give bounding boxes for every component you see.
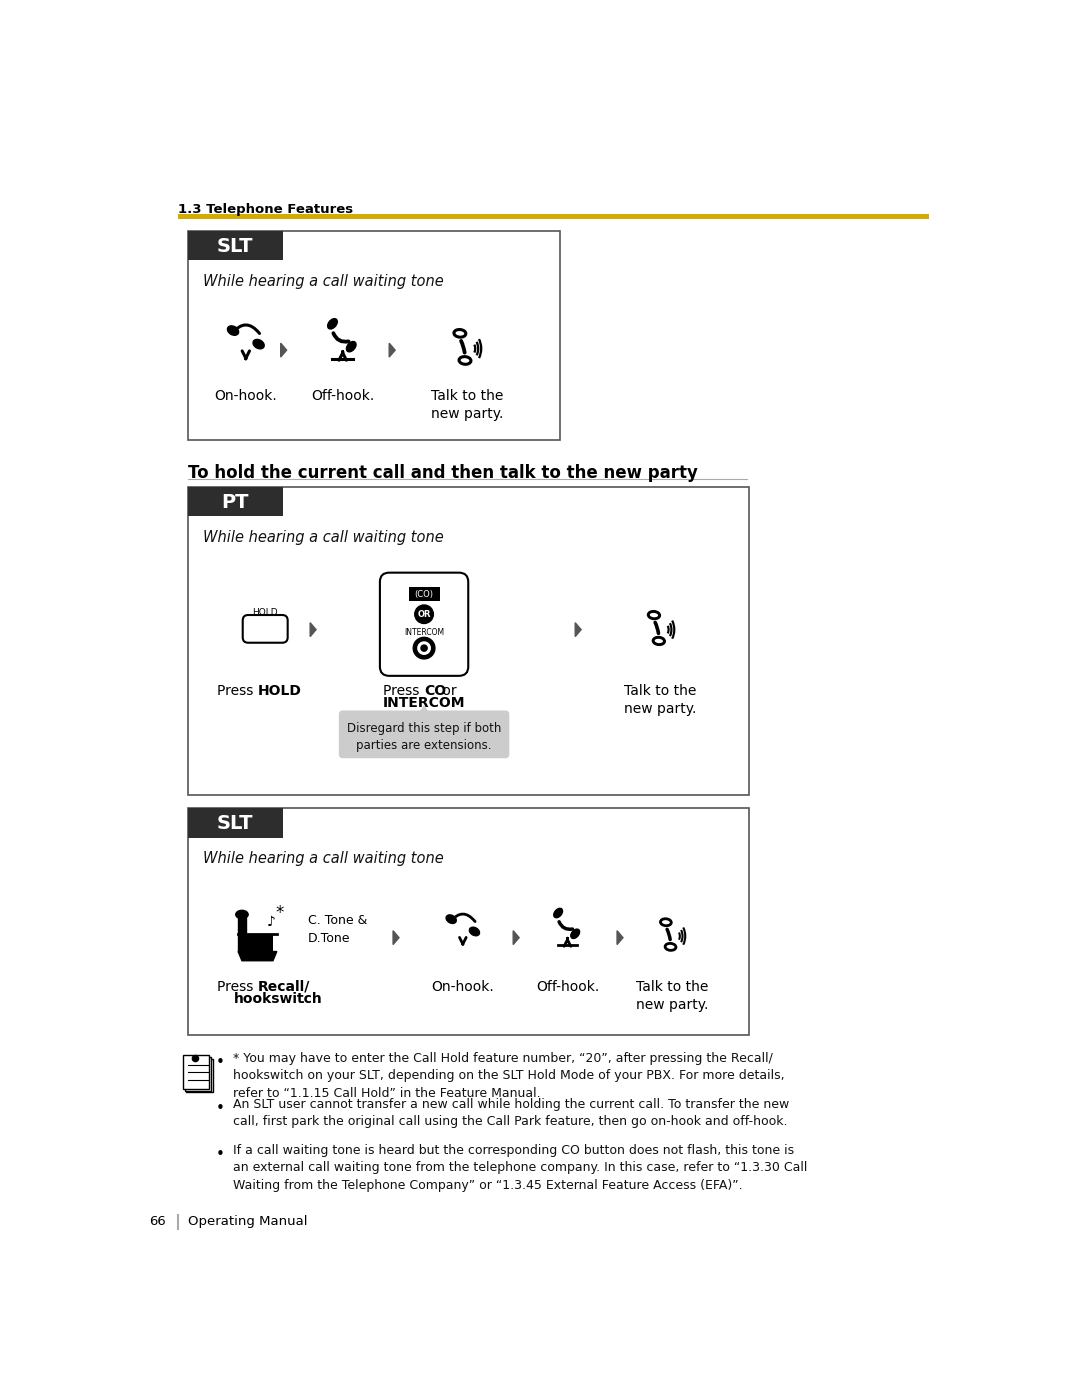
Bar <box>186 1059 213 1092</box>
Text: To hold the current call and then talk to the new party: To hold the current call and then talk t… <box>188 464 698 482</box>
Bar <box>188 231 283 260</box>
Text: •: • <box>216 1101 225 1116</box>
Text: PT: PT <box>221 493 249 513</box>
Text: Off-hook.: Off-hook. <box>311 388 375 402</box>
Ellipse shape <box>235 911 248 919</box>
Bar <box>408 587 440 601</box>
Bar <box>188 231 559 440</box>
Ellipse shape <box>446 915 456 923</box>
Circle shape <box>421 645 428 651</box>
Text: or: or <box>438 683 457 697</box>
Text: ♪: ♪ <box>267 915 275 929</box>
Polygon shape <box>310 623 316 637</box>
Ellipse shape <box>253 339 265 349</box>
Ellipse shape <box>228 326 239 335</box>
Circle shape <box>415 605 433 623</box>
Polygon shape <box>576 623 581 637</box>
Polygon shape <box>393 930 399 944</box>
Text: SLT: SLT <box>217 814 254 833</box>
Text: .: . <box>284 683 289 697</box>
Ellipse shape <box>470 928 480 936</box>
Text: .: . <box>301 992 306 1006</box>
Polygon shape <box>238 951 276 961</box>
Polygon shape <box>617 930 623 944</box>
Text: INTERCOM: INTERCOM <box>382 696 465 710</box>
Polygon shape <box>513 930 519 944</box>
Text: While hearing a call waiting tone: While hearing a call waiting tone <box>203 851 444 866</box>
Text: If a call waiting tone is heard but the corresponding CO button does not flash, : If a call waiting tone is heard but the … <box>232 1144 807 1192</box>
FancyArrowPatch shape <box>450 914 475 922</box>
Bar <box>177 214 930 219</box>
Ellipse shape <box>192 1056 199 1062</box>
Text: Recall/: Recall/ <box>257 979 310 995</box>
Bar <box>188 809 283 838</box>
Text: On-hook.: On-hook. <box>431 979 495 995</box>
Text: On-hook.: On-hook. <box>215 388 278 402</box>
Text: Off-hook.: Off-hook. <box>536 979 599 995</box>
Text: SLT: SLT <box>217 236 254 256</box>
Text: HOLD: HOLD <box>257 683 301 697</box>
Text: (CO): (CO) <box>415 590 433 599</box>
Text: * You may have to enter the Call Hold feature number, “20”, after pressing the R: * You may have to enter the Call Hold fe… <box>232 1052 784 1099</box>
Ellipse shape <box>571 929 580 939</box>
Bar <box>183 1056 210 1090</box>
FancyArrowPatch shape <box>461 341 464 352</box>
Text: OR: OR <box>417 609 431 619</box>
Text: Talk to the
new party.: Talk to the new party. <box>636 979 708 1013</box>
Text: An SLT user cannot transfer a new call while holding the current call. To transf: An SLT user cannot transfer a new call w… <box>232 1098 788 1129</box>
Text: hookswitch: hookswitch <box>234 992 323 1006</box>
Text: •: • <box>216 1055 225 1070</box>
Text: 66: 66 <box>149 1215 166 1228</box>
Text: Press: Press <box>217 979 257 995</box>
Text: 1.3 Telephone Features: 1.3 Telephone Features <box>177 203 353 217</box>
Ellipse shape <box>347 341 356 352</box>
Text: Disregard this step if both
parties are extensions.: Disregard this step if both parties are … <box>347 722 501 752</box>
Circle shape <box>414 637 435 659</box>
FancyBboxPatch shape <box>339 711 510 759</box>
Text: Press: Press <box>217 683 257 697</box>
Polygon shape <box>418 705 430 714</box>
Text: HOLD: HOLD <box>253 608 278 617</box>
Text: •: • <box>216 1147 225 1162</box>
Text: *: * <box>275 904 283 922</box>
Bar <box>242 933 273 951</box>
Text: Press: Press <box>383 683 424 697</box>
Text: C. Tone &
D.Tone: C. Tone & D.Tone <box>308 915 367 946</box>
Ellipse shape <box>554 908 563 918</box>
Text: INTERCOM: INTERCOM <box>404 629 444 637</box>
Text: Operating Manual: Operating Manual <box>188 1215 307 1228</box>
Text: While hearing a call waiting tone: While hearing a call waiting tone <box>203 274 444 289</box>
FancyArrowPatch shape <box>334 334 349 342</box>
Polygon shape <box>238 918 246 951</box>
FancyArrowPatch shape <box>232 326 259 334</box>
Circle shape <box>418 643 430 654</box>
Text: Talk to the
new party.: Talk to the new party. <box>624 683 697 715</box>
FancyArrowPatch shape <box>667 929 671 940</box>
Bar <box>188 809 748 1035</box>
Text: Talk to the
new party.: Talk to the new party. <box>431 388 503 420</box>
FancyArrowPatch shape <box>559 922 572 929</box>
FancyArrowPatch shape <box>656 623 659 633</box>
FancyBboxPatch shape <box>243 615 287 643</box>
Text: .: . <box>460 696 464 710</box>
Bar <box>185 1058 211 1091</box>
Text: CO: CO <box>424 683 446 697</box>
Bar <box>188 488 748 795</box>
Polygon shape <box>389 344 395 358</box>
Ellipse shape <box>327 319 337 328</box>
Polygon shape <box>281 344 286 358</box>
Text: While hearing a call waiting tone: While hearing a call waiting tone <box>203 531 444 545</box>
FancyBboxPatch shape <box>380 573 469 676</box>
Bar <box>188 488 283 517</box>
